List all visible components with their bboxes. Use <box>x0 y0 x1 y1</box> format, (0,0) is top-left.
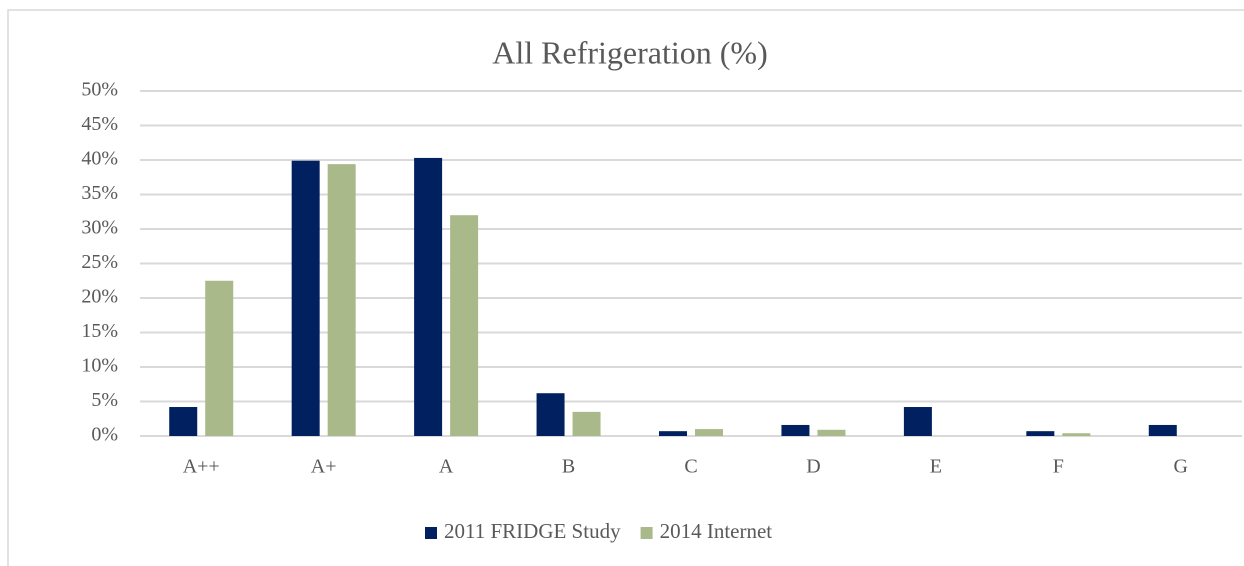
y-tick-label: 40% <box>81 148 118 170</box>
bar <box>291 160 320 436</box>
x-tick-label: A <box>439 456 454 478</box>
y-tick-label: 35% <box>81 182 118 204</box>
chart-border <box>7 9 1244 566</box>
y-tick-label: 5% <box>91 389 118 411</box>
bar <box>414 157 443 436</box>
y-tick-label: 10% <box>81 355 118 377</box>
legend-label: 2011 FRIDGE Study <box>444 519 621 543</box>
x-tick-label: D <box>806 456 820 478</box>
bar <box>572 411 601 436</box>
bar <box>1062 433 1091 436</box>
bar <box>205 280 234 436</box>
bar <box>903 407 932 436</box>
legend-swatch <box>640 527 653 539</box>
x-tick-label: A+ <box>311 456 337 478</box>
chart-title: All Refrigeration (%) <box>492 34 767 70</box>
x-tick-label: C <box>684 456 697 478</box>
y-tick-label: 50% <box>81 79 118 101</box>
y-tick-label: 15% <box>81 320 118 342</box>
bar <box>450 215 479 436</box>
bar <box>695 429 723 436</box>
y-tick-label: 45% <box>81 113 118 135</box>
legend-swatch <box>425 527 437 539</box>
y-tick-label: 25% <box>81 251 118 273</box>
bar <box>781 424 810 436</box>
bar <box>327 164 356 436</box>
bar <box>1148 424 1177 436</box>
x-tick-label: G <box>1174 456 1188 478</box>
bar <box>817 429 846 436</box>
bar <box>1026 431 1055 436</box>
legend-label: 2014 Internet <box>660 519 773 543</box>
y-tick-label: 20% <box>81 286 118 308</box>
x-tick-label: E <box>930 456 942 478</box>
x-tick-label: A++ <box>183 456 220 478</box>
x-tick-label: B <box>562 456 575 478</box>
x-tick-label: F <box>1053 456 1064 478</box>
y-tick-label: 0% <box>91 424 118 446</box>
y-tick-label: 30% <box>81 217 118 239</box>
bar <box>536 393 565 436</box>
bar <box>659 431 687 436</box>
bar <box>169 407 198 436</box>
